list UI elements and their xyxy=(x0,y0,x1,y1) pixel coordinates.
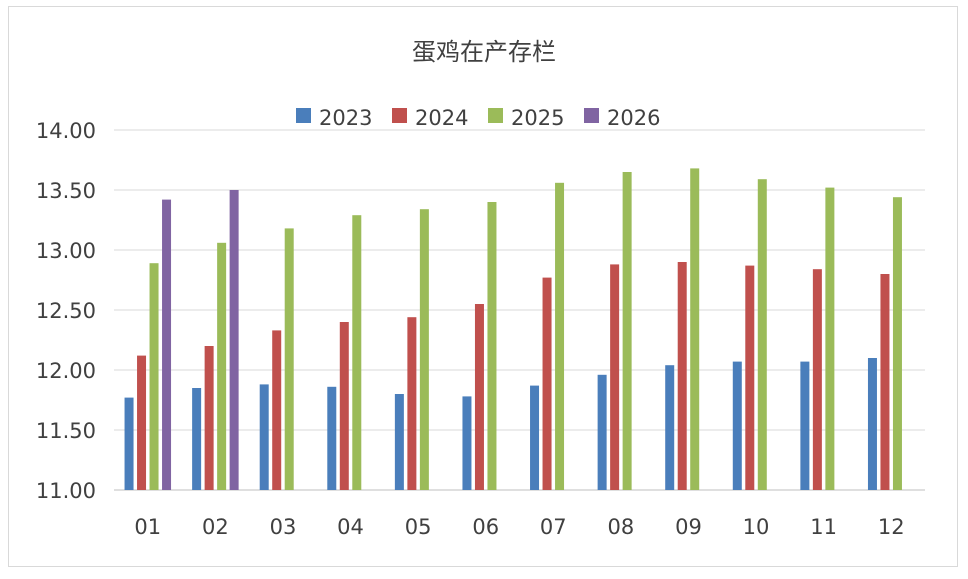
y-axis: 11.00 11.50 12.00 12.50 13.00 13.50 14.00 xyxy=(36,119,96,503)
y-tick-label: 11.50 xyxy=(36,419,96,443)
bar-2023-03 xyxy=(259,384,269,490)
bar-2025-04 xyxy=(352,215,362,490)
legend-label-2024: 2024 xyxy=(415,106,468,130)
x-tick-label: 02 xyxy=(202,515,229,539)
legend-label-2025: 2025 xyxy=(511,106,564,130)
y-tick-label: 12.50 xyxy=(36,299,96,323)
bar-2023-06 xyxy=(462,396,472,490)
bar-2023-12 xyxy=(867,358,877,490)
bars xyxy=(124,168,902,491)
bar-2023-11 xyxy=(800,361,810,490)
bar-2023-05 xyxy=(394,394,404,490)
x-tick-label: 04 xyxy=(337,515,364,539)
bar-2025-08 xyxy=(622,172,632,490)
bar-2025-05 xyxy=(419,209,429,490)
bar-2025-01 xyxy=(149,263,159,490)
x-tick-label: 06 xyxy=(472,515,499,539)
x-tick-label: 09 xyxy=(675,515,702,539)
bar-2025-10 xyxy=(757,179,767,490)
legend-swatch-2024 xyxy=(392,108,407,123)
x-tick-label: 01 xyxy=(134,515,161,539)
legend-label-2023: 2023 xyxy=(319,106,372,130)
x-tick-label: 10 xyxy=(743,515,770,539)
bar-2025-12 xyxy=(892,197,902,490)
bar-2024-09 xyxy=(677,262,687,490)
bar-2023-04 xyxy=(327,386,337,490)
x-tick-label: 08 xyxy=(608,515,635,539)
bar-2024-05 xyxy=(407,317,417,490)
y-tick-label: 13.00 xyxy=(36,239,96,263)
bar-2025-02 xyxy=(217,242,227,490)
bar-2024-01 xyxy=(137,355,147,490)
bar-2024-03 xyxy=(272,330,282,490)
legend-swatch-2026 xyxy=(584,108,599,123)
bar-2024-10 xyxy=(745,265,755,490)
bar-2025-11 xyxy=(825,187,835,490)
x-tick-label: 05 xyxy=(405,515,432,539)
bar-2024-12 xyxy=(880,274,890,490)
legend-swatch-2025 xyxy=(488,108,503,123)
bar-2025-03 xyxy=(284,228,294,490)
gridlines xyxy=(114,129,925,491)
bar-2025-06 xyxy=(487,202,497,490)
y-tick-label: 12.00 xyxy=(36,359,96,383)
x-tick-label: 07 xyxy=(540,515,567,539)
bar-2024-02 xyxy=(204,346,214,490)
bar-2023-09 xyxy=(665,365,675,490)
bar-2024-08 xyxy=(610,264,620,490)
legend-swatch-2023 xyxy=(296,108,311,123)
x-tick-label: 12 xyxy=(878,515,905,539)
bar-2023-07 xyxy=(530,385,540,490)
bar-2026-02 xyxy=(229,190,239,490)
bar-2026-01 xyxy=(162,199,172,490)
bar-2023-10 xyxy=(732,361,742,490)
bar-2024-04 xyxy=(339,322,349,490)
legend: 2023 2024 2025 2026 xyxy=(296,106,660,130)
x-axis: 01 02 03 04 05 06 07 08 09 10 11 12 xyxy=(134,515,904,539)
y-tick-label: 13.50 xyxy=(36,179,96,203)
y-tick-label: 11.00 xyxy=(36,479,96,503)
bar-2025-09 xyxy=(690,168,700,490)
y-tick-label: 14.00 xyxy=(36,119,96,143)
bar-2025-07 xyxy=(555,182,565,491)
bar-2023-01 xyxy=(124,397,134,490)
legend-label-2026: 2026 xyxy=(607,106,660,130)
x-tick-label: 03 xyxy=(270,515,297,539)
bar-2023-02 xyxy=(192,388,202,490)
chart-title: 蛋鸡在产存栏 xyxy=(412,38,556,66)
x-tick-label: 11 xyxy=(810,515,837,539)
bar-2023-08 xyxy=(597,374,607,490)
bar-2024-06 xyxy=(474,304,484,490)
bar-2024-11 xyxy=(812,269,822,490)
bar-2024-07 xyxy=(542,277,552,490)
